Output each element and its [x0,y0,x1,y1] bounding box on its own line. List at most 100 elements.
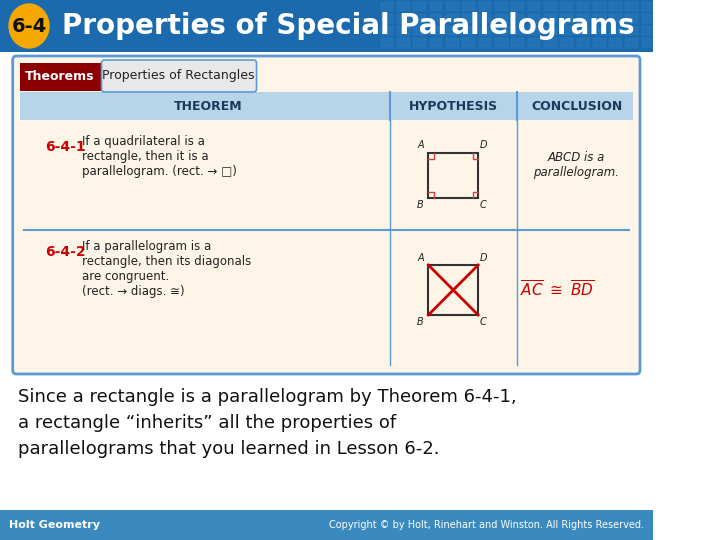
Text: Copyright © by Holt, Rinehart and Winston. All Rights Reserved.: Copyright © by Holt, Rinehart and Winsto… [328,520,644,530]
FancyBboxPatch shape [642,38,654,47]
FancyBboxPatch shape [577,38,589,47]
FancyBboxPatch shape [413,38,426,47]
FancyBboxPatch shape [544,14,557,23]
Text: B: B [417,317,424,327]
Text: Properties of Special Parallelograms: Properties of Special Parallelograms [62,12,634,40]
FancyBboxPatch shape [446,14,459,23]
FancyBboxPatch shape [495,38,508,47]
FancyBboxPatch shape [609,14,622,23]
FancyBboxPatch shape [642,14,654,23]
FancyBboxPatch shape [609,38,622,47]
FancyBboxPatch shape [511,2,524,11]
Bar [428,265,478,315]
FancyBboxPatch shape [20,92,633,120]
FancyBboxPatch shape [511,26,524,35]
FancyBboxPatch shape [462,26,475,35]
Text: C: C [480,199,487,210]
Text: Holt Geometry: Holt Geometry [9,520,100,530]
FancyBboxPatch shape [626,26,638,35]
FancyBboxPatch shape [479,14,491,23]
FancyBboxPatch shape [413,2,426,11]
FancyBboxPatch shape [462,2,475,11]
FancyBboxPatch shape [609,2,622,11]
FancyBboxPatch shape [511,14,524,23]
FancyBboxPatch shape [560,38,573,47]
FancyBboxPatch shape [609,26,622,35]
FancyBboxPatch shape [511,38,524,47]
FancyBboxPatch shape [430,2,442,11]
Text: HYPOTHESIS: HYPOTHESIS [409,99,498,112]
FancyBboxPatch shape [560,26,573,35]
Text: THEOREM: THEOREM [174,99,243,112]
Text: 6-4-2: 6-4-2 [45,245,86,259]
Text: Since a rectangle is a parallelogram by Theorem 6-4-1,: Since a rectangle is a parallelogram by … [18,388,517,406]
FancyBboxPatch shape [446,38,459,47]
Text: 6-4-1: 6-4-1 [45,140,86,154]
FancyBboxPatch shape [642,26,654,35]
FancyBboxPatch shape [430,38,442,47]
Text: A: A [417,140,424,151]
FancyBboxPatch shape [413,26,426,35]
Text: If a quadrilateral is a
rectangle, then it is a
parallelogram. (rect. → □): If a quadrilateral is a rectangle, then … [81,135,236,178]
FancyBboxPatch shape [495,2,508,11]
FancyBboxPatch shape [381,14,393,23]
FancyBboxPatch shape [626,14,638,23]
Text: CONCLUSION: CONCLUSION [531,99,622,112]
FancyBboxPatch shape [381,38,393,47]
Text: B: B [417,199,424,210]
FancyBboxPatch shape [626,2,638,11]
Text: D: D [480,140,487,151]
FancyBboxPatch shape [462,38,475,47]
FancyBboxPatch shape [479,26,491,35]
FancyBboxPatch shape [397,14,410,23]
Text: a rectangle “inherits” all the properties of: a rectangle “inherits” all the propertie… [18,414,396,432]
FancyBboxPatch shape [495,26,508,35]
FancyBboxPatch shape [446,26,459,35]
FancyBboxPatch shape [495,14,508,23]
Text: Theorems: Theorems [25,71,94,84]
FancyBboxPatch shape [397,26,410,35]
FancyBboxPatch shape [102,60,256,92]
FancyBboxPatch shape [577,26,589,35]
Text: $\overline{AC}$ $\cong$ $\overline{BD}$: $\overline{AC}$ $\cong$ $\overline{BD}$ [521,280,595,300]
FancyBboxPatch shape [528,2,540,11]
FancyBboxPatch shape [13,56,640,374]
FancyBboxPatch shape [593,14,606,23]
FancyBboxPatch shape [593,2,606,11]
Text: ABCD is a
parallelogram.: ABCD is a parallelogram. [534,151,619,179]
FancyBboxPatch shape [413,14,426,23]
FancyBboxPatch shape [0,0,652,52]
Text: A: A [417,253,424,263]
FancyBboxPatch shape [430,14,442,23]
FancyBboxPatch shape [479,38,491,47]
FancyBboxPatch shape [544,38,557,47]
FancyBboxPatch shape [430,26,442,35]
FancyBboxPatch shape [593,26,606,35]
Text: parallelograms that you learned in Lesson 6-2.: parallelograms that you learned in Lesso… [18,440,440,458]
Text: D: D [480,253,487,263]
FancyBboxPatch shape [528,26,540,35]
FancyBboxPatch shape [560,2,573,11]
FancyBboxPatch shape [0,510,652,540]
Text: 6-4: 6-4 [12,17,47,36]
Text: If a parallelogram is a
rectangle, then its diagonals
are congruent.
(rect. → di: If a parallelogram is a rectangle, then … [81,240,251,298]
FancyBboxPatch shape [479,2,491,11]
FancyBboxPatch shape [20,63,101,91]
FancyBboxPatch shape [381,2,393,11]
FancyBboxPatch shape [577,2,589,11]
FancyBboxPatch shape [528,14,540,23]
FancyBboxPatch shape [642,2,654,11]
FancyBboxPatch shape [544,26,557,35]
FancyBboxPatch shape [528,38,540,47]
Text: Properties of Rectangles: Properties of Rectangles [102,70,255,83]
Circle shape [9,4,49,48]
FancyBboxPatch shape [593,38,606,47]
FancyBboxPatch shape [381,26,393,35]
FancyBboxPatch shape [577,14,589,23]
FancyBboxPatch shape [446,2,459,11]
Text: C: C [480,317,487,327]
FancyBboxPatch shape [397,38,410,47]
FancyBboxPatch shape [462,14,475,23]
Bar [428,152,478,198]
FancyBboxPatch shape [626,38,638,47]
